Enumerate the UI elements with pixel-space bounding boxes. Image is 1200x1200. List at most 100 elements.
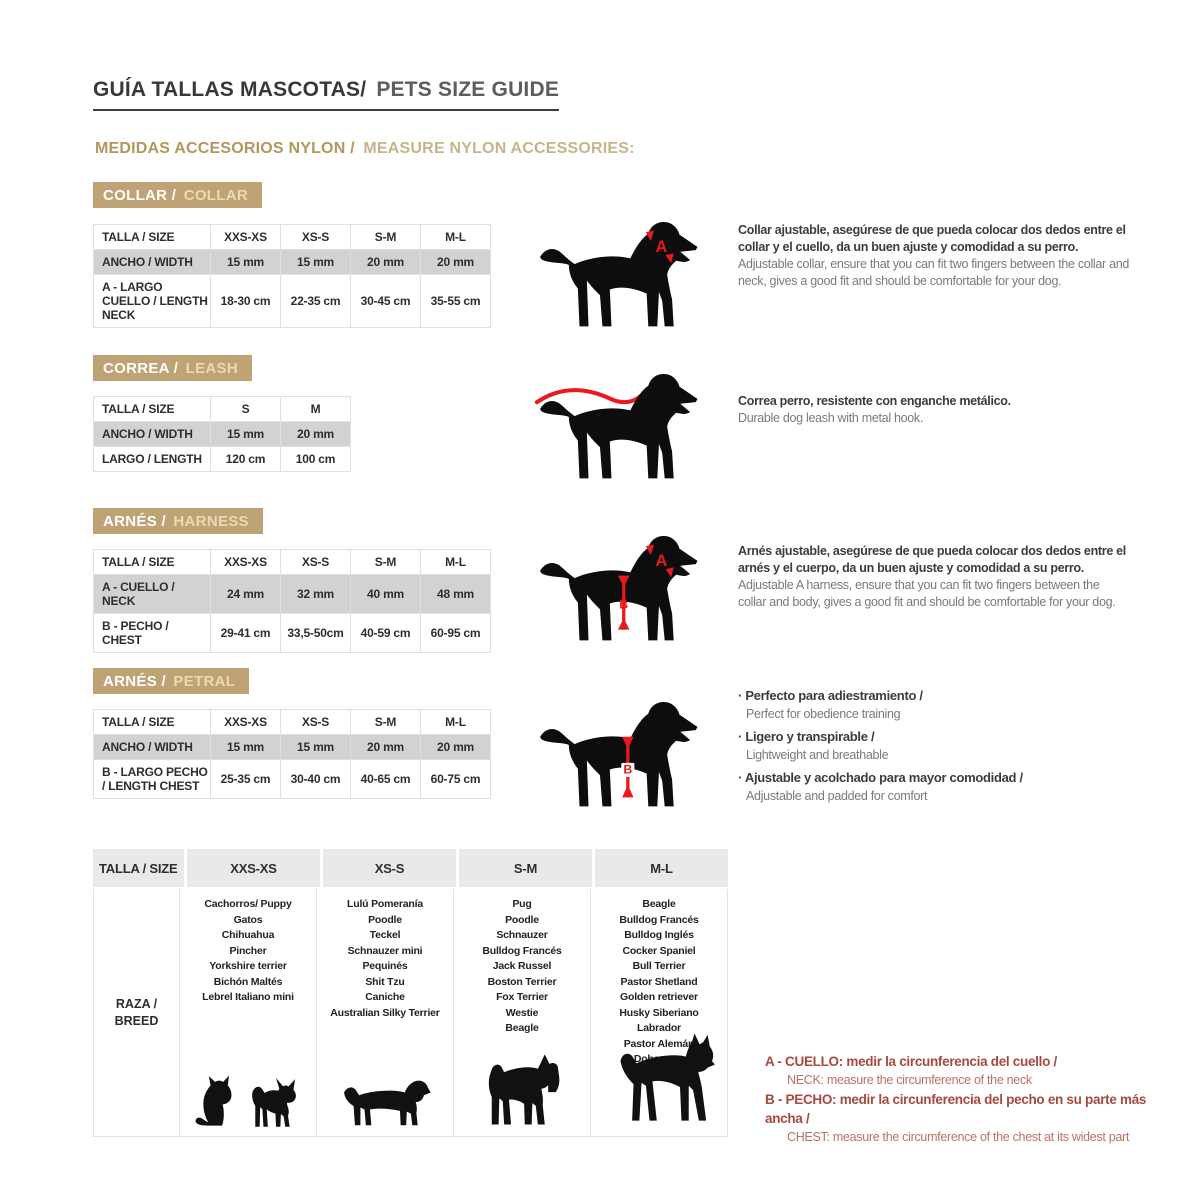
- column-header: M-L: [420, 549, 491, 575]
- row-label: ANCHO / WIDTH: [93, 421, 211, 447]
- size-value: 18-30 cm: [210, 274, 281, 328]
- breed-list: Lulú Pomeranía Poodle Teckel Schnauzer m…: [330, 898, 440, 1019]
- column-header: M-L: [420, 224, 491, 250]
- size-value: 15 mm: [280, 249, 351, 275]
- breed-column-xs-s: Lulú Pomeranía Poodle Teckel Schnauzer m…: [316, 889, 453, 1136]
- size-value: 100 cm: [280, 446, 351, 472]
- list-item: Ajustable y acolchado para mayor comodid…: [738, 768, 1130, 805]
- table-row: ANCHO / WIDTH 15 mm 15 mm 20 mm 20 mm: [93, 734, 491, 760]
- table-row: A - LARGO CUELLO / LENGTH NECK 18-30 cm …: [93, 274, 491, 328]
- page-subtitle: MEDIDAS ACCESORIOS NYLON / MEASURE NYLON…: [95, 140, 635, 158]
- feature-es: Ajustable y acolchado para mayor comodid…: [738, 768, 1130, 787]
- page-title-es: GUÍA TALLAS MASCOTAS/: [93, 78, 367, 101]
- badge-label-en: COLLAR: [183, 187, 248, 204]
- leash-dog-figure: [532, 366, 704, 485]
- neck-marker-a: A: [655, 552, 667, 570]
- row-label: A - CUELLO / NECK: [93, 574, 211, 614]
- column-header: M-L: [420, 709, 491, 735]
- harness-size-table: TALLA / SIZE XXS-XS XS-S S-M M-L A - CUE…: [93, 549, 491, 653]
- petral-size-table: TALLA / SIZE XXS-XS XS-S S-M M-L ANCHO /…: [93, 709, 491, 799]
- size-value: 30-45 cm: [350, 274, 421, 328]
- neck-marker-a: A: [655, 238, 667, 256]
- table-header-row: TALLA / SIZE XXS-XS XS-S S-M M-L: [93, 549, 491, 575]
- size-value: 29-41 cm: [210, 613, 281, 653]
- breed-size-table: TALLA / SIZE XXS-XS XS-S S-M M-L RAZA / …: [93, 849, 728, 1137]
- size-value: 35-55 cm: [420, 274, 491, 328]
- column-header: XS-S: [280, 549, 351, 575]
- feature-es: Ligero y transpirable /: [738, 727, 1130, 746]
- column-header: M-L: [595, 849, 728, 887]
- size-value: 30-40 cm: [280, 759, 351, 799]
- collar-dog-figure: A: [532, 214, 704, 333]
- table-row: A - CUELLO / NECK 24 mm 32 mm 40 mm 48 m…: [93, 574, 491, 614]
- page-subtitle-en: MEASURE NYLON ACCESSORIES:: [363, 140, 635, 157]
- leash-size-table: TALLA / SIZE S M ANCHO / WIDTH 15 mm 20 …: [93, 396, 351, 472]
- column-header: S-M: [350, 709, 421, 735]
- size-value: 20 mm: [420, 734, 491, 760]
- table-row: LARGO / LENGTH 120 cm 100 cm: [93, 446, 351, 472]
- feature-en: Perfect for obedience training: [746, 707, 901, 721]
- dachshund-silhouette-icon: [337, 1072, 435, 1130]
- section-badge-petral: ARNÉS / PETRAL: [93, 668, 250, 694]
- column-header: M: [280, 396, 351, 422]
- description-es: Collar ajustable, asegúrese de que pueda…: [738, 223, 1126, 254]
- table-row: B - PECHO / CHEST 29-41 cm 33,5-50cm 40-…: [93, 613, 491, 653]
- column-header: XXS-XS: [210, 709, 281, 735]
- page-title-en: PETS SIZE GUIDE: [376, 78, 560, 101]
- row-label: B - PECHO / CHEST: [93, 613, 211, 653]
- feature-es: Perfecto para adiestramiento /: [738, 686, 1130, 705]
- list-item: Ligero y transpirable / Lightweight and …: [738, 727, 1130, 764]
- row-label: ANCHO / WIDTH: [93, 249, 211, 275]
- schnauzer-silhouette-icon: [480, 1044, 562, 1130]
- description-en: Adjustable A harness, ensure that you ca…: [738, 578, 1116, 609]
- breed-table-body: RAZA / BREED Cachorros/ Puppy Gatos Chih…: [93, 889, 728, 1137]
- size-value: 40-65 cm: [350, 759, 421, 799]
- size-value: 48 mm: [420, 574, 491, 614]
- leash-description: Correa perro, resistente con enganche me…: [738, 393, 1130, 427]
- section-badge-collar: COLLAR / COLLAR: [93, 182, 262, 208]
- page-subtitle-es: MEDIDAS ACCESORIOS NYLON /: [95, 140, 355, 157]
- size-value: 15 mm: [210, 421, 281, 447]
- section-badge-leash: CORREA / LEASH: [93, 355, 252, 381]
- badge-label-es: ARNÉS /: [103, 513, 166, 530]
- badge-label-es: COLLAR /: [103, 187, 177, 204]
- collar-description: Collar ajustable, asegúrese de que pueda…: [738, 222, 1130, 290]
- size-value: 15 mm: [210, 734, 281, 760]
- description-en: Adjustable collar, ensure that you can f…: [738, 257, 1130, 288]
- breed-list: Beagle Bulldog Francés Bulldog Inglés Co…: [619, 898, 699, 1065]
- collar-size-table: TALLA / SIZE XXS-XS XS-S S-M M-L ANCHO /…: [93, 224, 491, 328]
- size-value: 60-75 cm: [420, 759, 491, 799]
- size-value: 15 mm: [280, 734, 351, 760]
- cat-silhouette-icon: [191, 1066, 237, 1130]
- size-value: 120 cm: [210, 446, 281, 472]
- size-value: 40-59 cm: [350, 613, 421, 653]
- table-header-row: TALLA / SIZE S M: [93, 396, 351, 422]
- feature-en: Adjustable and padded for comfort: [746, 789, 928, 803]
- size-value: 20 mm: [280, 421, 351, 447]
- note-neck-es: A - CUELLO: medir la circunferencia del …: [765, 1054, 1057, 1069]
- feature-en: Lightweight and breathable: [746, 748, 889, 762]
- size-value: 20 mm: [420, 249, 491, 275]
- column-header: S-M: [350, 549, 421, 575]
- chest-marker-b: B: [623, 763, 632, 777]
- breed-column-xxs-xs: Cachorros/ Puppy Gatos Chihuahua Pincher…: [179, 889, 316, 1136]
- note-chest-en: CHEST: measure the circumference of the …: [787, 1130, 1130, 1144]
- size-value: 40 mm: [350, 574, 421, 614]
- column-header: TALLA / SIZE: [93, 849, 187, 887]
- row-label: ANCHO / WIDTH: [93, 734, 211, 760]
- column-header: XS-S: [280, 709, 351, 735]
- petral-dog-figure: B: [532, 694, 704, 813]
- badge-label-en: PETRAL: [173, 673, 236, 690]
- description-es: Arnés ajustable, asegúrese de que pueda …: [738, 544, 1126, 575]
- measure-notes: A - CUELLO: medir la circunferencia del …: [765, 1052, 1185, 1147]
- column-header: XS-S: [280, 224, 351, 250]
- column-header: TALLA / SIZE: [93, 224, 211, 250]
- harness-dog-figure: A B: [532, 528, 704, 647]
- size-value: 25-35 cm: [210, 759, 281, 799]
- table-header-row: TALLA / SIZE XXS-XS XS-S S-M M-L: [93, 224, 491, 250]
- size-value: 33,5-50cm: [280, 613, 351, 653]
- size-value: 20 mm: [350, 734, 421, 760]
- size-value: 22-35 cm: [280, 274, 351, 328]
- chest-marker-b: B: [619, 597, 628, 611]
